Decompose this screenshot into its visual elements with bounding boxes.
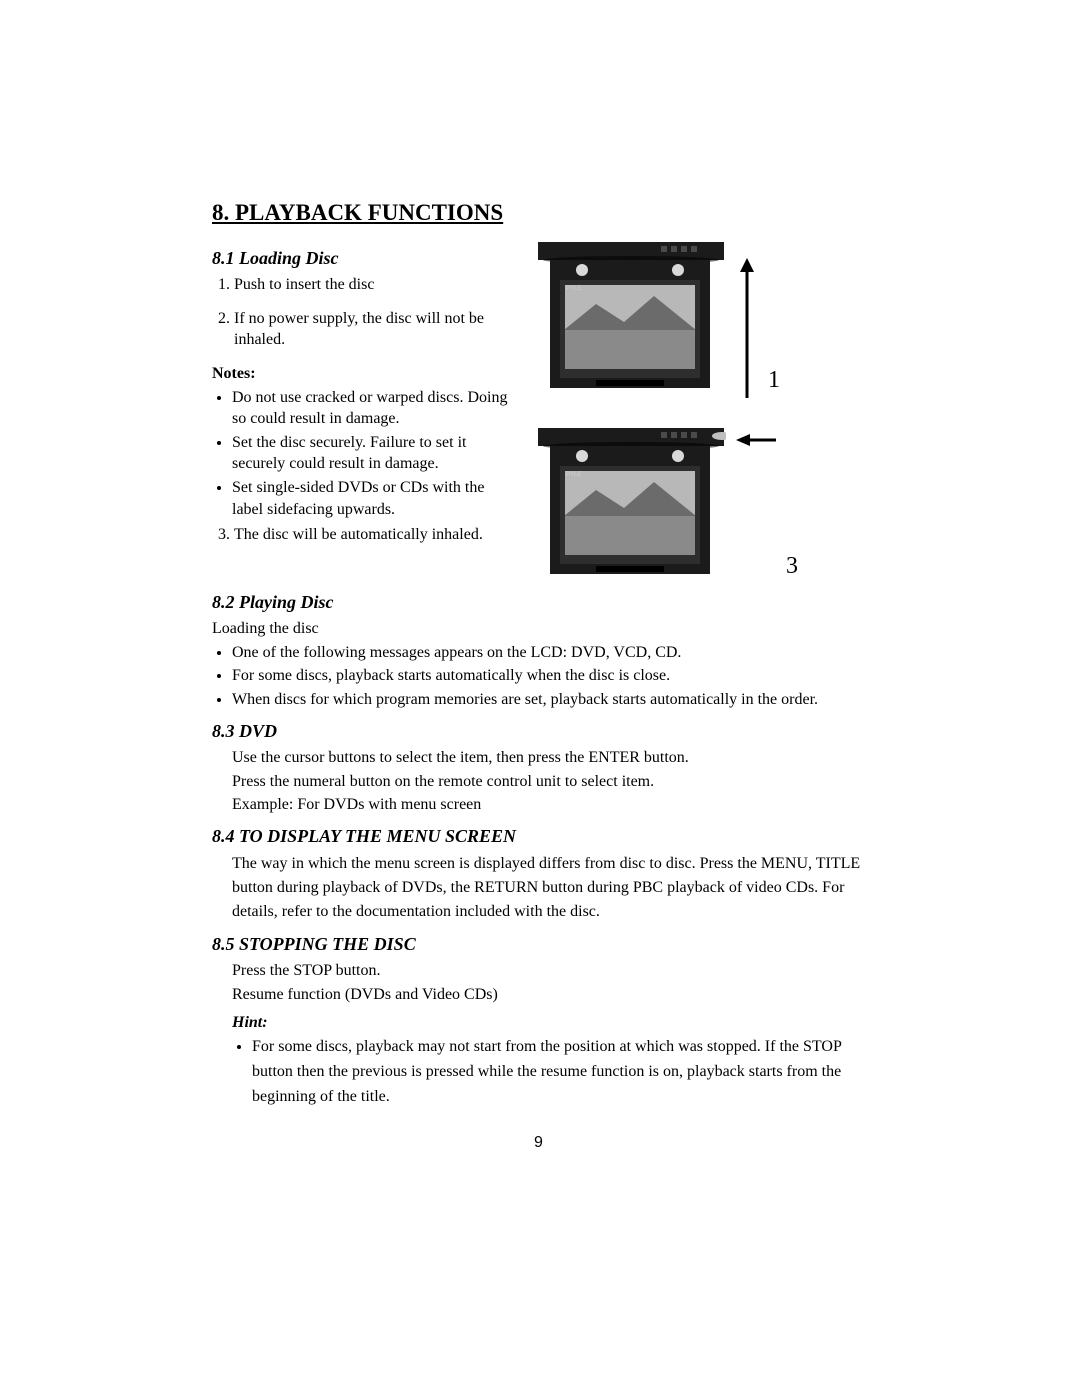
figure-1-arrow-col — [736, 258, 758, 398]
section-8-1-row: 8.1 Loading Disc Push to insert the disc… — [212, 238, 865, 584]
section-8-1-text: 8.1 Loading Disc Push to insert the disc… — [212, 238, 512, 558]
s85-p2: Resume function (DVDs and Video CDs) — [232, 984, 865, 1006]
note-1: Do not use cracked or warped discs. Doin… — [232, 387, 512, 430]
arrow-up-icon — [736, 258, 758, 398]
chapter-title: 8. PLAYBACK FUNCTIONS — [212, 200, 865, 226]
step-1: Push to insert the disc — [234, 274, 512, 296]
subhead-8-4: 8.4 TO DISPLAY THE MENU SCREEN — [212, 824, 865, 848]
loading-step-3: The disc will be automatically inhaled. — [212, 524, 512, 546]
monitor-figure-2: PYLE — [536, 424, 726, 584]
s82-b3: When discs for which program memories ar… — [232, 689, 865, 711]
loading-steps-1-2: Push to insert the disc If no power supp… — [212, 274, 512, 351]
s83-p1: Use the cursor buttons to select the ite… — [232, 747, 865, 769]
step-2: If no power supply, the disc will not be… — [234, 308, 512, 351]
section-8-5: 8.5 STOPPING THE DISC Press the STOP but… — [212, 932, 865, 1109]
s82-lead: Loading the disc — [212, 618, 865, 640]
figure-1-row: PYLE 1 — [536, 238, 865, 398]
figure-1-number: 1 — [768, 367, 780, 394]
page-number: 9 — [212, 1134, 865, 1152]
s82-bullets: One of the following messages appears on… — [212, 642, 865, 711]
section-8-4: 8.4 TO DISPLAY THE MENU SCREEN The way i… — [212, 824, 865, 924]
note-2: Set the disc securely. Failure to set it… — [232, 432, 512, 475]
hint-b1: For some discs, playback may not start f… — [252, 1035, 865, 1109]
subhead-8-2: 8.2 Playing Disc — [212, 590, 865, 614]
hint-label: Hint: — [232, 1012, 865, 1034]
section-8-2: 8.2 Playing Disc Loading the disc One of… — [212, 590, 865, 711]
monitor-figure-1: PYLE — [536, 238, 726, 398]
figure-2-row: PYLE 3 — [536, 424, 865, 584]
notes-list: Do not use cracked or warped discs. Doin… — [212, 387, 512, 521]
manual-page: 8. PLAYBACK FUNCTIONS 8.1 Loading Disc P… — [0, 0, 1080, 1397]
s82-b1: One of the following messages appears on… — [232, 642, 865, 664]
figures-col: PYLE 1 — [536, 238, 865, 584]
notes-label: Notes: — [212, 363, 512, 385]
s84-p1: The way in which the menu screen is disp… — [232, 852, 865, 924]
s85-p1: Press the STOP button. — [232, 960, 865, 982]
note-3: Set single-sided DVDs or CDs with the la… — [232, 477, 512, 520]
step-3: The disc will be automatically inhaled. — [234, 524, 512, 546]
subhead-8-3: 8.3 DVD — [212, 719, 865, 743]
subhead-8-5: 8.5 STOPPING THE DISC — [212, 932, 865, 956]
section-8-3: 8.3 DVD Use the cursor buttons to select… — [212, 719, 865, 816]
hint-bullets: For some discs, playback may not start f… — [232, 1035, 865, 1109]
svg-text:PYLE: PYLE — [566, 472, 581, 478]
arrow-left-icon — [736, 430, 776, 450]
s82-b2: For some discs, playback starts automati… — [232, 665, 865, 687]
s83-p2: Press the numeral button on the remote c… — [232, 771, 865, 793]
s83-p3: Example: For DVDs with menu screen — [232, 794, 865, 816]
subhead-8-1: 8.1 Loading Disc — [212, 246, 512, 270]
figure-2-number: 3 — [786, 553, 798, 580]
svg-text:PYLE: PYLE — [566, 286, 581, 292]
